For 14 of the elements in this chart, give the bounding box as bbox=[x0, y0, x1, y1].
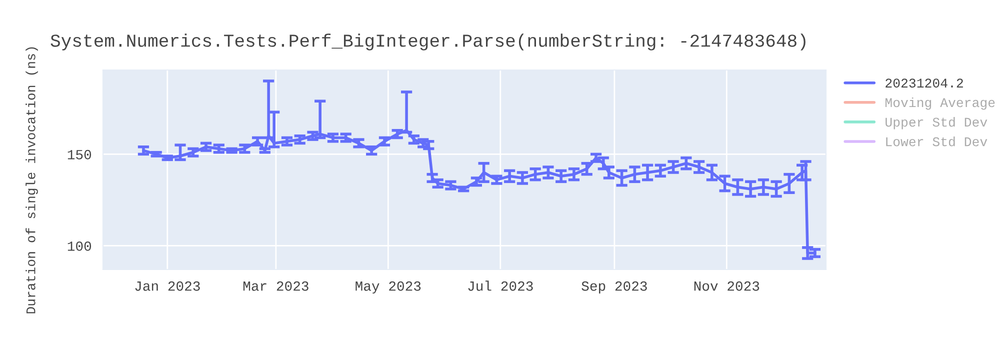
y-tick-label: 150 bbox=[68, 150, 92, 160]
legend-label: Lower Std Dev bbox=[886, 136, 988, 146]
chart-title: System.Numerics.Tests.Perf_BigInteger.Parse(numberString: -2147483648) bbox=[50, 34, 806, 50]
x-tick-label: Jul 2023 bbox=[468, 280, 533, 291]
y-tick-label: 100 bbox=[68, 241, 92, 251]
x-tick-label: May 2023 bbox=[356, 281, 421, 294]
legend-label: Moving Average bbox=[886, 97, 995, 110]
legend-label: 20231204.2 bbox=[886, 78, 963, 88]
x-tick-label: Nov 2023 bbox=[694, 281, 760, 291]
legend-label: Upper Std Dev bbox=[886, 117, 988, 130]
x-tick-label: Jan 2023 bbox=[135, 281, 200, 291]
x-tick-label: Mar 2023 bbox=[243, 281, 308, 291]
y-axis-title: Duration of single invocation (ns) bbox=[26, 47, 38, 314]
x-tick-label: Sep 2023 bbox=[582, 281, 647, 294]
